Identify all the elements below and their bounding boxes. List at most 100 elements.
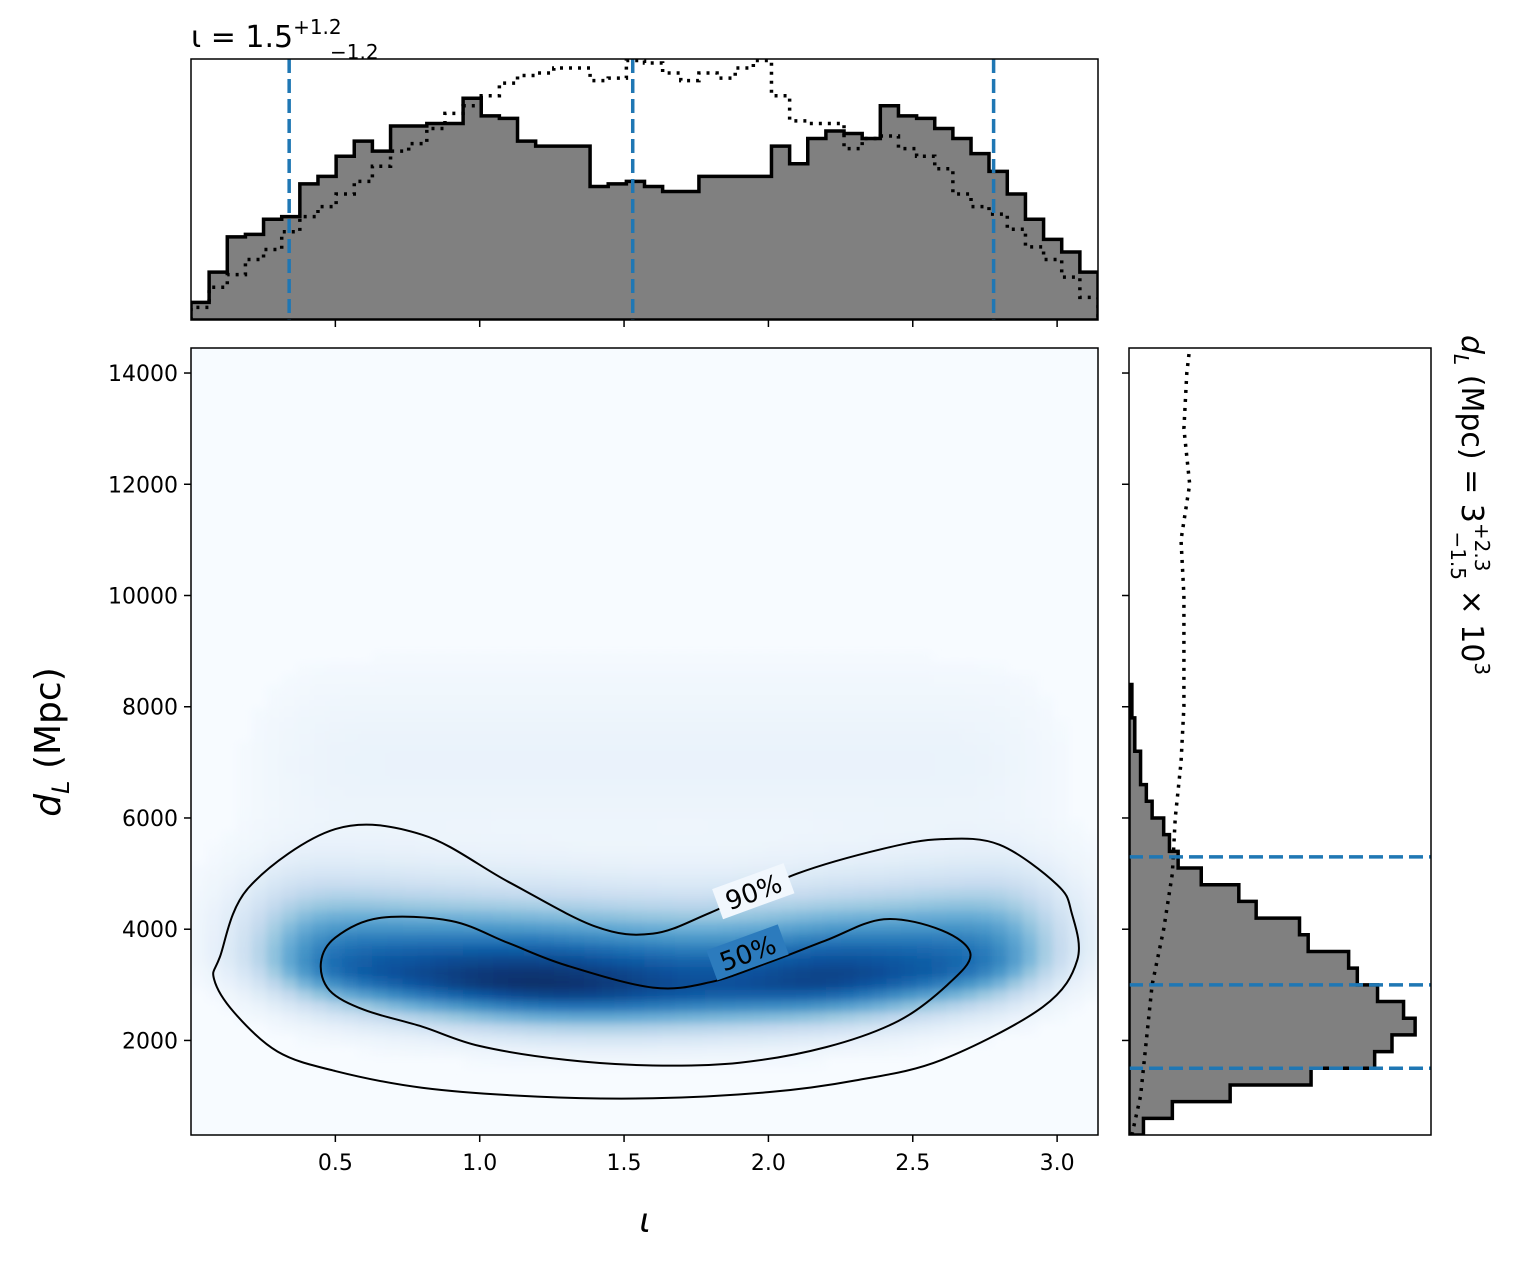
heatmap-cell: [886, 685, 903, 698]
heatmap-cell: [1067, 898, 1084, 911]
heatmap-cell: [1037, 730, 1054, 743]
heatmap-cell: [599, 685, 616, 698]
heatmap-cell: [206, 853, 223, 866]
heatmap-cell: [584, 797, 600, 810]
heatmap-cell: [266, 876, 283, 889]
heatmap-cell: [825, 786, 842, 799]
heatmap-cell: [251, 898, 268, 911]
heatmap-cell: [478, 865, 495, 878]
heatmap-cell: [901, 1011, 918, 1024]
heatmap-cell: [236, 955, 253, 968]
heatmap-cell: [493, 808, 510, 821]
heatmap-cell: [735, 921, 752, 934]
heatmap-cell: [508, 820, 525, 833]
heatmap-cell: [478, 797, 495, 810]
heatmap-cell: [946, 685, 963, 698]
heatmap-cell: [342, 1033, 359, 1046]
heatmap-cell: [463, 988, 480, 1001]
heatmap-cell: [251, 763, 268, 777]
heatmap-cell: [946, 752, 963, 765]
heatmap-cell: [961, 988, 978, 1001]
heatmap-cell: [417, 741, 434, 754]
heatmap-cell: [1007, 786, 1024, 799]
heatmap-cell: [493, 1000, 510, 1013]
heatmap-cell: [1082, 955, 1098, 968]
heatmap-cell: [508, 662, 525, 675]
heatmap-cell: [402, 921, 419, 934]
heatmap-cell: [327, 707, 343, 720]
heatmap-cell: [750, 662, 767, 675]
heatmap-cell: [735, 685, 752, 698]
heatmap-cell: [901, 853, 918, 866]
heatmap-cell: [568, 820, 585, 833]
heatmap-cell: [281, 797, 298, 810]
heatmap-cell: [689, 797, 706, 810]
heatmap-cell: [644, 853, 661, 866]
heatmap-cell: [357, 977, 374, 990]
heatmap-cell: [432, 651, 449, 664]
heatmap-cell: [1037, 719, 1054, 732]
heatmap-cell: [931, 842, 948, 855]
heatmap-cell: [599, 1000, 616, 1013]
heatmap-cell: [871, 898, 888, 911]
heatmap-cell: [372, 876, 389, 889]
heatmap-cell: [720, 1033, 736, 1046]
heatmap-cell: [946, 707, 963, 720]
heatmap-cell: [659, 966, 676, 979]
heatmap-cell: [342, 831, 359, 844]
heatmap-cell: [251, 943, 268, 956]
heatmap-cell: [659, 887, 676, 900]
heatmap-cell: [735, 797, 752, 810]
heatmap-cell: [735, 730, 752, 743]
heatmap-cell: [931, 786, 948, 799]
heatmap-cell: [342, 966, 359, 979]
heatmap-cell: [387, 797, 404, 810]
heatmap-cell: [493, 1033, 510, 1046]
heatmap-cell: [1007, 853, 1024, 866]
heatmap-cell: [825, 797, 842, 810]
heatmap-cell: [387, 808, 404, 821]
heatmap-cell: [916, 876, 933, 889]
heatmap-cell: [871, 831, 888, 844]
heatmap-cell: [674, 696, 691, 709]
heatmap-cell: [750, 966, 767, 979]
heatmap-cell: [750, 707, 767, 720]
heatmap-cell: [478, 932, 495, 945]
heatmap-cell: [417, 662, 434, 675]
heatmap-cell: [780, 741, 797, 754]
heatmap-cell: [599, 1033, 616, 1046]
heatmap-cell: [568, 752, 585, 765]
heatmap-cell: [795, 797, 812, 810]
heatmap-cell: [765, 988, 782, 1001]
heatmap-cell: [342, 910, 359, 923]
main-panel: 90%50% 0.5 1.0 1.5 2.0 2.5 3.0 20004000600080…: [28, 347, 1099, 1241]
heatmap-cell: [674, 966, 691, 979]
heatmap-cell: [523, 752, 540, 765]
heatmap-cell: [296, 966, 313, 979]
heatmap-cell: [780, 685, 797, 698]
heatmap-cell: [810, 1022, 827, 1035]
heatmap-cell: [735, 820, 752, 833]
heatmap-cell: [1022, 707, 1039, 720]
heatmap-cell: [795, 730, 812, 743]
heatmap-cell: [342, 719, 359, 732]
heatmap-cell: [1067, 887, 1084, 900]
heatmap-cell: [357, 719, 374, 732]
heatmap-cell: [825, 808, 842, 821]
heatmap-cell: [977, 707, 993, 720]
heatmap-cell: [674, 763, 691, 777]
heatmap-cell: [251, 977, 268, 990]
heatmap-cell: [992, 932, 1009, 945]
heatmap-cell: [281, 775, 298, 788]
heatmap-cell: [886, 943, 903, 956]
heatmap-cell: [946, 1033, 963, 1046]
heatmap-cell: [704, 1056, 721, 1069]
heatmap-cell: [372, 1045, 389, 1058]
heatmap-cell: [886, 853, 903, 866]
heatmap-cell: [266, 1000, 283, 1013]
heatmap-cell: [266, 921, 283, 934]
heatmap-cell: [825, 707, 842, 720]
heatmap-cell: [916, 966, 933, 979]
heatmap-cell: [417, 685, 434, 698]
heatmap-cell: [327, 775, 343, 788]
